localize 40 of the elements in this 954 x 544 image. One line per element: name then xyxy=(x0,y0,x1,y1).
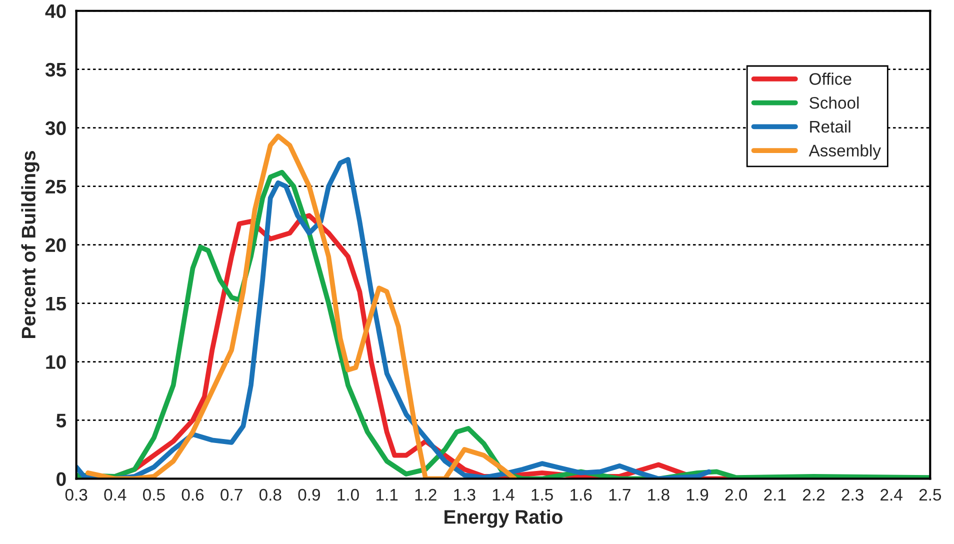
x-tick-label: 2.2 xyxy=(802,488,824,501)
y-tick-label: 10 xyxy=(46,355,66,369)
line-series xyxy=(76,156,712,479)
x-tick-label: 1.6 xyxy=(570,488,592,501)
x-tick-label: 1.5 xyxy=(532,489,553,501)
x-tick-label: 1.0 xyxy=(338,488,359,501)
x-tick-label: 2.3 xyxy=(842,488,864,501)
legend-label: School xyxy=(810,96,859,109)
y-axis-title: Percent of Buildings xyxy=(21,151,40,338)
x-tick-label: 1.1 xyxy=(376,489,398,501)
legend-label: Assembly xyxy=(808,144,881,160)
x-tick-label: 0.8 xyxy=(259,488,282,501)
x-tick-label: 2.1 xyxy=(764,488,786,501)
x-tick-label: 1.4 xyxy=(492,489,514,501)
legend-label: Retail xyxy=(810,120,850,133)
x-tick-label: 0.5 xyxy=(143,488,165,501)
legend-label: Office xyxy=(810,72,852,85)
x-tick-label: 1.2 xyxy=(415,488,436,501)
y-tick-label: 35 xyxy=(45,62,66,77)
x-tick-label: 1.9 xyxy=(686,488,708,501)
line-series xyxy=(86,134,518,479)
y-tick-label: 25 xyxy=(46,180,66,194)
x-tick-label: 0.3 xyxy=(65,488,88,501)
y-tick-label: 40 xyxy=(45,4,66,18)
x-tick-label: 1.7 xyxy=(609,489,630,501)
x-tick-label: 2.0 xyxy=(725,488,748,501)
y-tick-label: 15 xyxy=(46,296,66,311)
y-tick-label: 0 xyxy=(56,472,66,486)
x-tick-label: 0.9 xyxy=(298,488,320,501)
x-tick-label: 0.6 xyxy=(182,488,204,501)
y-tick-label: 5 xyxy=(56,414,66,428)
x-tick-label: 1.8 xyxy=(648,488,670,501)
x-tick-label: 0.7 xyxy=(220,488,242,501)
y-tick-label: 20 xyxy=(46,238,66,252)
x-tick-label: 0.4 xyxy=(104,488,126,501)
x-tick-label: 2.5 xyxy=(919,488,942,501)
x-axis-title: Energy Ratio xyxy=(444,510,562,528)
x-tick-label: 1.3 xyxy=(454,488,476,501)
y-tick-label: 30 xyxy=(45,121,66,136)
x-tick-label: 2.4 xyxy=(880,488,902,501)
